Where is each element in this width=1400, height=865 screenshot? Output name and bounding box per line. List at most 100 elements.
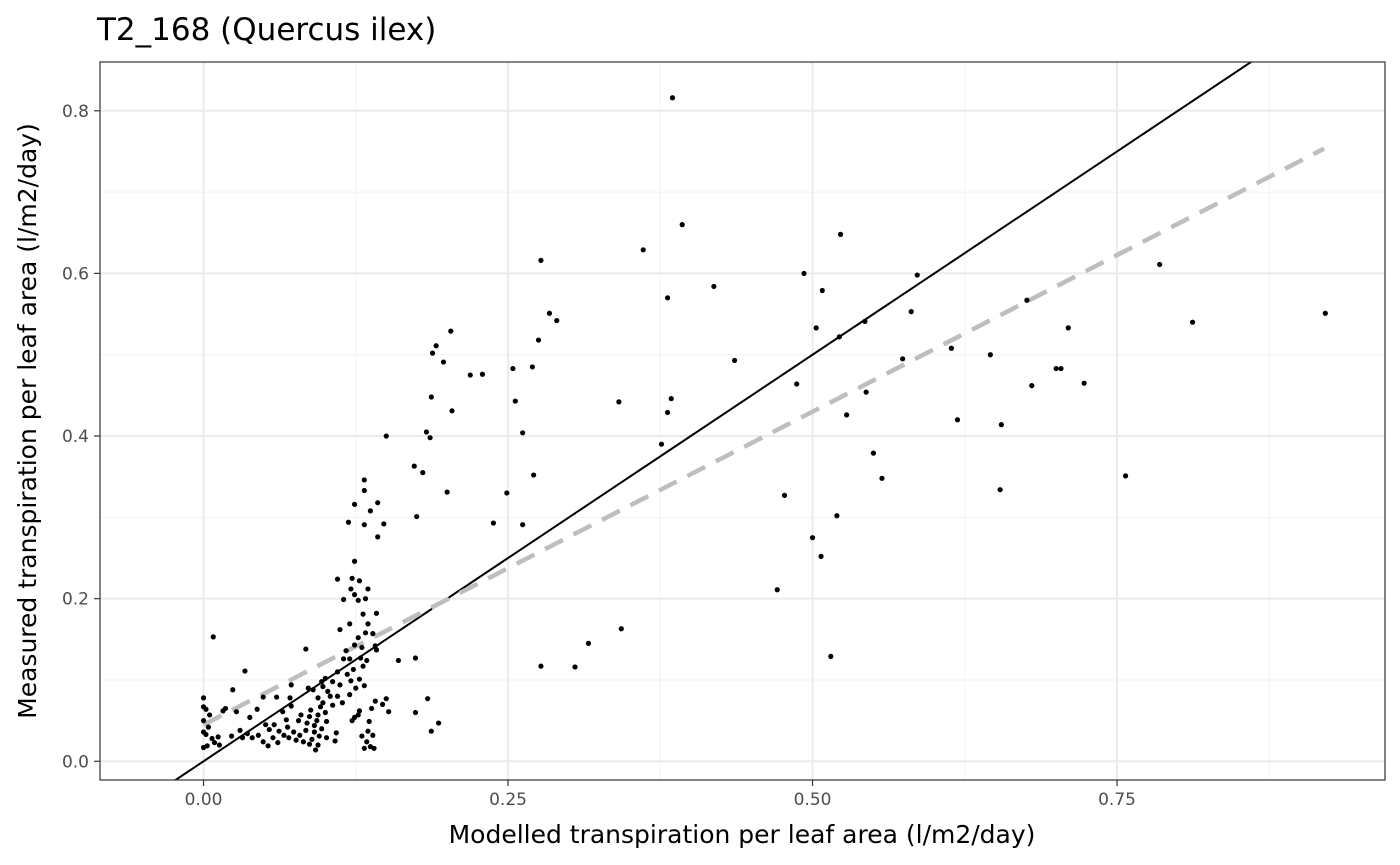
- data-point: [383, 433, 389, 439]
- data-point: [365, 728, 371, 734]
- panel-border: [99, 61, 1386, 781]
- data-point: [315, 695, 321, 701]
- data-point: [504, 490, 510, 496]
- data-point: [247, 714, 253, 720]
- data-point: [375, 500, 381, 506]
- data-point: [310, 687, 316, 693]
- chart-title: T2_168 (Quercus ilex): [96, 12, 436, 48]
- data-point: [862, 318, 868, 324]
- data-point: [954, 417, 961, 423]
- data-point: [669, 95, 676, 101]
- data-point: [1189, 319, 1196, 325]
- data-point: [341, 656, 347, 662]
- x-tick-label: 0.25: [489, 790, 527, 810]
- data-point: [361, 522, 367, 528]
- data-point: [490, 520, 497, 526]
- data-point: [361, 487, 367, 494]
- data-point: [309, 736, 315, 742]
- data-point: [948, 345, 954, 351]
- data-point: [429, 350, 436, 356]
- data-point: [448, 328, 454, 334]
- data-point: [360, 663, 366, 669]
- data-point: [381, 521, 387, 527]
- data-point: [987, 352, 993, 358]
- minor-gridlines: [100, 62, 1385, 780]
- data-point: [356, 676, 363, 682]
- y-tick-label: 0.8: [62, 102, 89, 122]
- data-point: [330, 679, 336, 685]
- data-point: [365, 586, 371, 592]
- data-point: [322, 709, 328, 716]
- data-point: [554, 317, 560, 324]
- y-tick-label: 0.0: [62, 752, 89, 772]
- data-point: [801, 270, 807, 277]
- data-point: [317, 704, 324, 710]
- data-point: [572, 664, 578, 670]
- data-point: [1122, 473, 1129, 479]
- data-point: [353, 685, 359, 691]
- data-point: [200, 744, 207, 751]
- data-point: [293, 737, 299, 743]
- data-point: [288, 682, 294, 688]
- data-point: [205, 724, 212, 730]
- data-point: [345, 519, 352, 525]
- data-point: [355, 635, 361, 641]
- data-point: [585, 640, 592, 646]
- data-point: [658, 441, 665, 447]
- data-point: [242, 668, 248, 674]
- data-point: [510, 365, 516, 372]
- data-point: [383, 696, 389, 702]
- data-point: [423, 429, 430, 435]
- data-point: [233, 709, 240, 715]
- data-point: [200, 718, 207, 724]
- data-point: [370, 732, 376, 738]
- data-point: [616, 399, 622, 405]
- data-point: [369, 705, 375, 712]
- data-point: [305, 685, 311, 691]
- data-point: [306, 713, 313, 720]
- data-point: [373, 610, 380, 616]
- data-point: [364, 739, 370, 745]
- data-point: [908, 309, 914, 315]
- data-point: [425, 696, 431, 702]
- data-point: [618, 626, 624, 632]
- data-point: [244, 731, 250, 737]
- data-point: [334, 576, 341, 582]
- data-point: [265, 743, 271, 749]
- data-point: [319, 726, 325, 732]
- data-point: [304, 720, 310, 726]
- data-point: [819, 287, 825, 294]
- data-point: [863, 389, 869, 395]
- data-point: [361, 477, 367, 483]
- data-point: [249, 735, 255, 741]
- data-point: [914, 272, 920, 278]
- data-point: [809, 535, 816, 541]
- data-point: [1053, 365, 1059, 372]
- data-point: [440, 359, 447, 365]
- data-point: [364, 657, 370, 664]
- data-point: [844, 412, 850, 418]
- data-point: [361, 683, 367, 689]
- data-point: [379, 701, 386, 707]
- data-point: [386, 709, 392, 715]
- data-point: [367, 508, 373, 514]
- data-point: [428, 394, 434, 400]
- data-point: [512, 398, 518, 404]
- y-axis-label: Measured transpiration per leaf area (l/…: [13, 123, 42, 719]
- data-point: [433, 343, 439, 349]
- data-point: [348, 678, 354, 684]
- data-point: [344, 671, 350, 677]
- data-point: [297, 732, 303, 738]
- data-point: [420, 470, 426, 476]
- data-point: [320, 700, 326, 706]
- data-point: [679, 222, 685, 228]
- data-point: [323, 718, 330, 725]
- data-point: [274, 694, 280, 700]
- data-point: [311, 729, 317, 735]
- data-point: [287, 695, 293, 701]
- data-point: [281, 732, 287, 738]
- data-point: [347, 692, 353, 698]
- data-point: [411, 463, 417, 469]
- data-point: [351, 642, 358, 648]
